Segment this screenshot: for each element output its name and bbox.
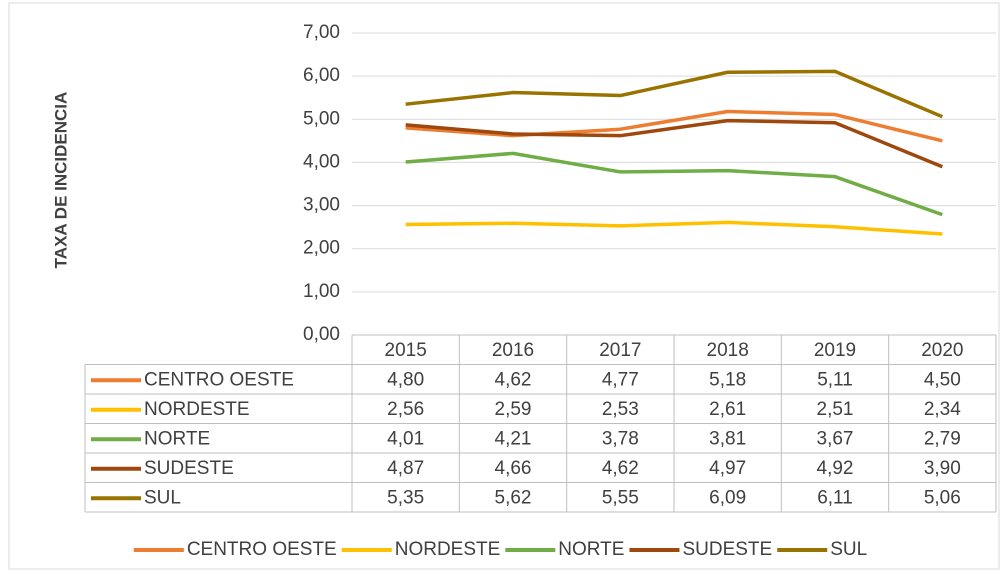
y-tick-label: 0,00 bbox=[303, 324, 340, 345]
x-tick-label: 2017 bbox=[599, 340, 641, 361]
series-line bbox=[405, 109, 943, 143]
table-cell: 4,62 bbox=[495, 369, 532, 390]
table-cell: 5,35 bbox=[387, 487, 424, 508]
series-line bbox=[405, 151, 943, 217]
y-tick-label: 6,00 bbox=[303, 65, 340, 86]
y-tick-label: 7,00 bbox=[303, 22, 340, 43]
legend-label: NORDESTE bbox=[395, 539, 501, 560]
x-tick-label: 2015 bbox=[385, 340, 427, 361]
legend-label: SUL bbox=[830, 539, 867, 560]
table-cell: 5,11 bbox=[817, 369, 853, 390]
table-cell: 3,90 bbox=[924, 458, 961, 479]
y-tick-label: 2,00 bbox=[303, 238, 340, 259]
table-row-label: NORDESTE bbox=[144, 399, 250, 420]
table-cell: 5,55 bbox=[602, 487, 639, 508]
table-cell: 5,62 bbox=[495, 487, 532, 508]
x-tick-label: 2018 bbox=[707, 340, 749, 361]
table-cell: 4,62 bbox=[602, 458, 639, 479]
table-cell: 5,06 bbox=[924, 487, 961, 508]
x-tick-label: 2019 bbox=[814, 340, 856, 361]
table-cell: 6,11 bbox=[817, 487, 853, 508]
series-line bbox=[405, 69, 944, 119]
x-tick-label: 2020 bbox=[921, 340, 963, 361]
table-cell: 4,21 bbox=[495, 428, 532, 449]
y-tick-label: 5,00 bbox=[303, 108, 340, 129]
y-tick-label: 3,00 bbox=[303, 195, 340, 216]
table-cell: 2,79 bbox=[924, 428, 961, 449]
y-tick-label: 1,00 bbox=[303, 281, 340, 302]
table-cell: 4,97 bbox=[709, 458, 746, 479]
table-cell: 2,61 bbox=[709, 399, 746, 420]
table-cell: 4,92 bbox=[817, 458, 854, 479]
table-cell: 4,50 bbox=[924, 369, 961, 390]
y-axis-title: TAXA DE INCIDENCIA bbox=[51, 92, 70, 269]
table-cell: 3,78 bbox=[602, 428, 639, 449]
legend-label: CENTRO OESTE bbox=[187, 539, 337, 560]
table-cell: 4,01 bbox=[387, 428, 424, 449]
table-cell: 4,87 bbox=[387, 458, 424, 479]
legend-label: NORTE bbox=[558, 539, 624, 560]
table-cell: 2,51 bbox=[817, 399, 854, 420]
table-row-label: SUDESTE bbox=[144, 458, 234, 479]
table-cell: 4,80 bbox=[387, 369, 424, 390]
legend-label: SUDESTE bbox=[682, 539, 772, 560]
table-row-label: SUL bbox=[144, 487, 181, 508]
table-row-label: CENTRO OESTE bbox=[144, 369, 294, 390]
table-cell: 3,67 bbox=[817, 428, 854, 449]
table-cell: 6,09 bbox=[709, 487, 746, 508]
table-cell: 3,81 bbox=[709, 428, 746, 449]
table-cell: 4,77 bbox=[602, 369, 639, 390]
table-cell: 2,34 bbox=[924, 399, 961, 420]
table-cell: 4,66 bbox=[495, 458, 532, 479]
table-row-label: NORTE bbox=[144, 428, 210, 449]
chart-border bbox=[8, 2, 1000, 570]
series-line bbox=[405, 220, 943, 236]
table-cell: 2,53 bbox=[602, 399, 639, 420]
table-cell: 2,56 bbox=[387, 399, 424, 420]
table-cell: 5,18 bbox=[709, 369, 746, 390]
y-tick-label: 4,00 bbox=[303, 151, 340, 172]
x-tick-label: 2016 bbox=[492, 340, 534, 361]
table-cell: 2,59 bbox=[495, 399, 532, 420]
series-line bbox=[405, 118, 943, 169]
